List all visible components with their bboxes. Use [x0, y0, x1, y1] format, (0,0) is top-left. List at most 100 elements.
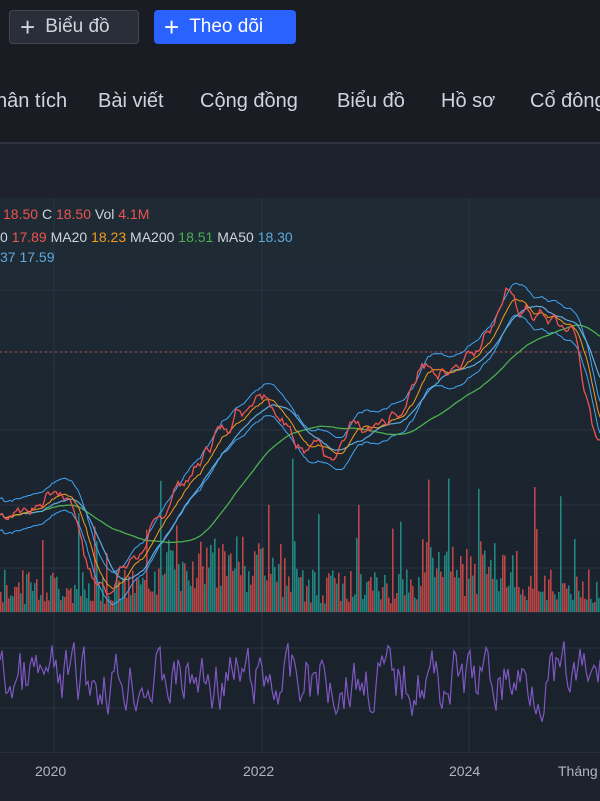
volume-bar [480, 541, 482, 612]
volume-bar [360, 574, 362, 612]
legend-ma20-label: MA20 [50, 229, 88, 245]
volume-bar [426, 542, 428, 612]
follow-label: Theo dõi [189, 16, 264, 37]
volume-bar [558, 591, 560, 612]
volume-bar [436, 568, 438, 612]
volume-bar [80, 595, 82, 612]
volume-bar [482, 554, 484, 612]
volume-bar [86, 598, 88, 612]
volume-bar [156, 594, 158, 612]
volume-bar [192, 561, 194, 612]
volume-bar [42, 540, 44, 612]
x-tick-2022: 2022 [243, 763, 275, 779]
volume-bar [302, 570, 304, 612]
volume-bar [268, 504, 270, 612]
volume-bar [168, 539, 170, 612]
volume-bar [418, 577, 420, 612]
ma200-line [0, 324, 600, 544]
volume-bar [320, 602, 322, 612]
volume-bar [194, 588, 196, 612]
volume-bar [176, 525, 178, 612]
volume-bar [58, 588, 60, 612]
volume-bar [356, 538, 358, 612]
volume-bar [412, 586, 414, 612]
volume-bar [224, 551, 226, 612]
volume-bar [502, 554, 504, 612]
volume-bars [0, 458, 600, 612]
volume-bar [472, 575, 474, 612]
volume-bar [400, 521, 402, 612]
volume-bar [56, 576, 58, 612]
volume-bar [500, 578, 502, 612]
volume-bar [104, 603, 106, 612]
volume-bar [60, 600, 62, 612]
volume-bar [264, 575, 266, 612]
tab-analysis[interactable]: hân tích [0, 90, 68, 112]
tab-shareholders[interactable]: Cổ đông [530, 90, 600, 112]
volume-bar [236, 536, 238, 612]
volume-bar [204, 584, 206, 612]
legend-vol-label: Vol [94, 206, 115, 222]
volume-bar [166, 552, 168, 612]
tab-profile[interactable]: Hồ sơ [441, 90, 496, 112]
volume-bar [362, 598, 364, 612]
moving-averages [0, 298, 600, 589]
volume-bar [216, 587, 218, 612]
volume-bar [234, 568, 236, 612]
price-series [0, 287, 600, 596]
volume-bar [172, 550, 174, 612]
volume-bar [576, 576, 578, 612]
volume-bar [250, 584, 252, 612]
tab-community[interactable]: Cộng đồng [200, 90, 298, 112]
tab-charts[interactable]: Biểu đồ [337, 90, 405, 112]
volume-bar [240, 575, 242, 612]
volume-bar [350, 571, 352, 612]
volume-bar [526, 599, 528, 612]
volume-bar [118, 580, 120, 612]
volume-bar [274, 567, 276, 612]
volume-bar [376, 577, 378, 612]
volume-bar [460, 556, 462, 612]
volume-bar [524, 596, 526, 612]
volume-bar [50, 575, 52, 612]
tab-articles[interactable]: Bài viết [98, 90, 164, 112]
volume-bar [378, 591, 380, 612]
volume-bar [518, 586, 520, 612]
volume-bar [416, 599, 418, 612]
follow-button[interactable]: + Theo dõi [154, 10, 296, 44]
volume-bar [486, 574, 488, 612]
volume-bar [242, 536, 244, 612]
volume-bar [596, 581, 598, 612]
volume-bar [368, 580, 370, 612]
volume-bar [492, 578, 494, 612]
volume-bar [582, 581, 584, 612]
volume-bar [588, 569, 590, 612]
legend-vol-value: 4.1M [118, 206, 150, 222]
legend-close-value: 18.50 [55, 206, 91, 222]
volume-bar [288, 576, 290, 612]
volume-bar [68, 590, 70, 612]
volume-bar [134, 592, 136, 612]
volume-bar [230, 553, 232, 612]
ma50-line [0, 305, 600, 581]
volume-bar [522, 589, 524, 612]
volume-bar [462, 564, 464, 612]
volume-bar [66, 588, 68, 612]
volume-bar [244, 565, 246, 612]
volume-bar [150, 591, 152, 612]
volume-bar [484, 550, 486, 612]
volume-bar [126, 597, 128, 612]
volume-bar [398, 574, 400, 612]
volume-bar [272, 557, 274, 612]
volume-bar [534, 486, 536, 612]
volume-bar [286, 585, 288, 612]
add-chart-button[interactable]: + Biểu đồ [9, 10, 139, 44]
volume-bar [142, 577, 144, 612]
volume-bar [282, 597, 284, 612]
volume-bar [372, 590, 374, 612]
volume-bar [212, 552, 214, 612]
volume-bar [174, 569, 176, 612]
volume-bar [238, 561, 240, 612]
volume-bar [348, 601, 350, 612]
volume-bar [580, 597, 582, 612]
